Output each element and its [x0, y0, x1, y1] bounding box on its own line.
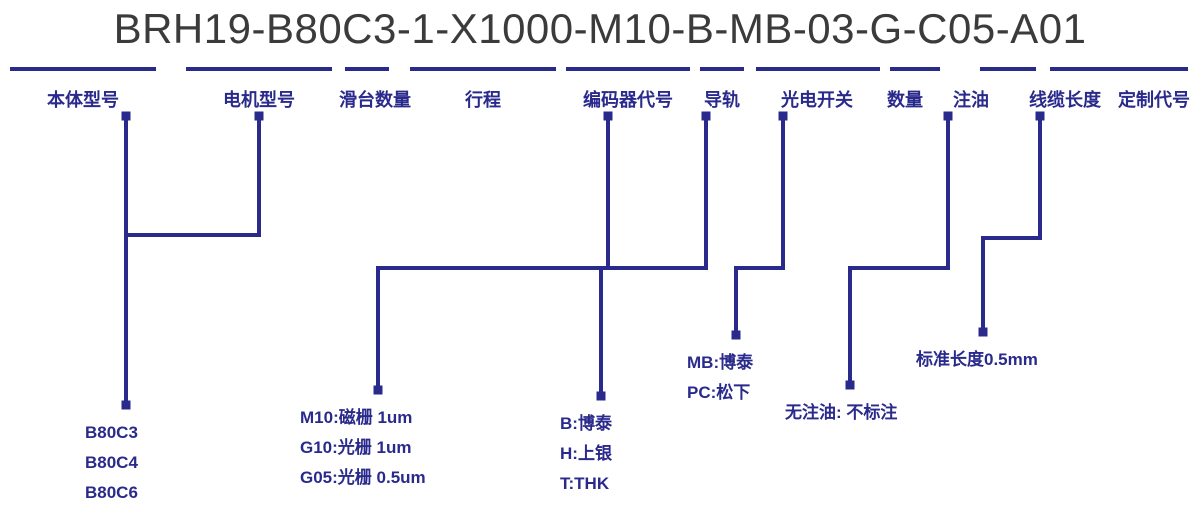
- connector-node-BRH19-start: [121, 111, 131, 121]
- connector-node-B80C3-end: [121, 400, 131, 410]
- segment-rule-B: [700, 67, 744, 71]
- option-item: B:博泰: [560, 414, 612, 433]
- segment-label-C05: 线缆长度: [1029, 90, 1101, 110]
- segment-rule-G: [980, 67, 1036, 71]
- connector-node-BRH19-end: [121, 400, 131, 410]
- option-item: B80C4: [85, 453, 138, 472]
- connector-M10: [376, 116, 610, 390]
- segment-rule-MB: [756, 67, 880, 71]
- option-list-M10: M10:磁栅 1um G10:光栅 1um G05:光栅 0.5um: [300, 403, 426, 493]
- connector-node-M10-start: [603, 111, 613, 121]
- segment-label-MB: 光电开关: [781, 90, 853, 110]
- segment-label-BRH19: 本体型号: [47, 90, 119, 110]
- connector-node-B-end: [596, 391, 606, 401]
- connector-node-C05-end: [978, 327, 988, 337]
- segment-rule-1: [345, 67, 389, 71]
- segment-rule-M10: [566, 67, 690, 71]
- option-list-BRH19: B80C3 B80C4 B80C6: [85, 418, 138, 508]
- segment-label-A01: 定制代号: [1118, 90, 1190, 110]
- option-item: PC:松下: [687, 383, 751, 402]
- segment-rule-C05: [1050, 67, 1162, 71]
- connector-node-G-start: [943, 111, 953, 121]
- connector-node-C05-start: [1035, 111, 1045, 121]
- option-item: B80C6: [85, 483, 138, 502]
- option-item: 无注油: 不标注: [785, 403, 898, 422]
- option-item: B80C3: [85, 423, 138, 442]
- connector-MB: [734, 116, 785, 335]
- segment-label-B80C3: 电机型号: [223, 90, 295, 110]
- segment-rule-03: [890, 67, 940, 71]
- segment-label-1: 滑台数量: [339, 90, 411, 110]
- option-item: G10:光栅 1um: [300, 438, 412, 457]
- option-item: M10:磁栅 1um: [300, 408, 413, 427]
- option-item: G05:光栅 0.5um: [300, 468, 426, 487]
- connector-B80C3: [124, 116, 261, 405]
- segment-rule-BRH19: [10, 67, 156, 71]
- option-list-G: 无注油: 不标注: [785, 398, 897, 428]
- segment-rule-B80C3: [186, 67, 332, 71]
- connector-node-B-start: [701, 111, 711, 121]
- option-list-MB: MB:博泰 PC:松下: [687, 348, 753, 408]
- segment-rule-A01: [1124, 67, 1188, 71]
- segment-label-G: 注油: [953, 90, 989, 110]
- model-code-title: BRH19-B80C3-1-X1000-M10-B-MB-03-G-C05-A0…: [113, 5, 1087, 52]
- segment-label-03: 数量: [887, 90, 923, 110]
- segment-label-X1000: 行程: [465, 90, 501, 110]
- option-list-B: B:博泰 H:上银 T:THK: [560, 409, 612, 499]
- option-item: MB:博泰: [687, 353, 754, 372]
- segment-label-B: 导轨: [704, 90, 740, 110]
- segment-rule-X1000: [410, 67, 556, 71]
- option-item: 标准长度0.5mm: [916, 350, 1038, 369]
- connector-node-MB-end: [731, 330, 741, 340]
- option-item: T:THK: [560, 474, 610, 493]
- segment-label-M10: 编码器代号: [583, 90, 673, 110]
- connector-node-B80C3-start: [254, 111, 264, 121]
- connector-C05: [981, 116, 1042, 332]
- option-list-C05: 标准长度0.5mm: [916, 345, 1038, 375]
- connector-node-MB-start: [778, 111, 788, 121]
- connector-node-M10-end: [373, 385, 383, 395]
- connector-node-G-end: [845, 380, 855, 390]
- option-item: H:上银: [560, 444, 612, 463]
